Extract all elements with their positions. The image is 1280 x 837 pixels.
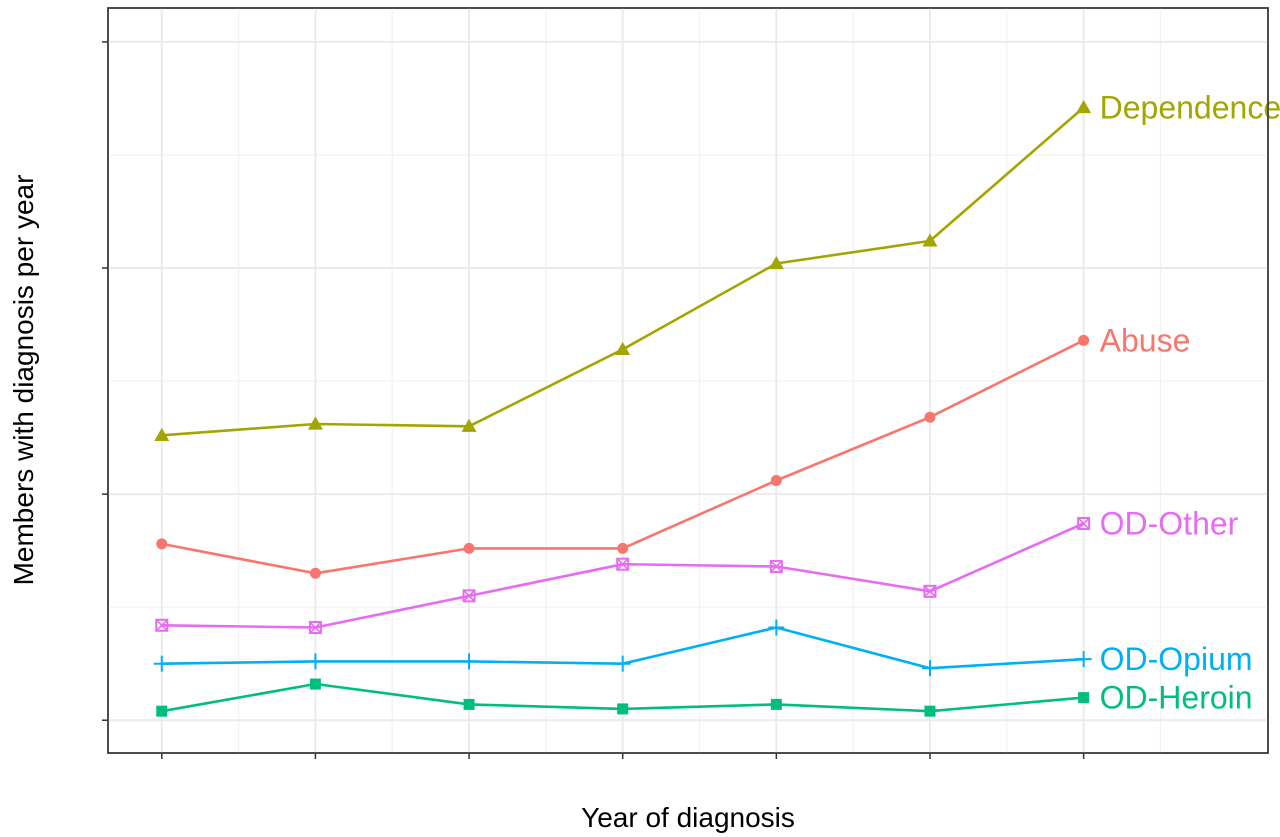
series-abuse: Abuse — [156, 322, 1191, 579]
data-point — [308, 621, 322, 635]
x-axis-ticks — [161, 753, 1085, 759]
data-point — [156, 538, 168, 550]
series-od-opium: OD-Opium — [153, 619, 1253, 677]
data-point — [309, 678, 321, 690]
series-label-od-heroin: OD-Heroin — [1100, 680, 1253, 716]
series-dependence: Dependence — [154, 89, 1280, 441]
minor-gridlines — [108, 8, 1268, 753]
data-point — [770, 698, 782, 710]
marker-diagonal — [616, 558, 629, 571]
data-point — [307, 653, 324, 670]
y-axis-title: Members with diagnosis per year — [8, 175, 39, 586]
data-point — [461, 418, 477, 432]
marker-box — [462, 589, 476, 603]
data-point — [923, 584, 937, 598]
series-label-dependence: Dependence — [1100, 89, 1280, 125]
data-point — [463, 542, 475, 554]
data-point — [462, 589, 476, 603]
data-point — [155, 618, 169, 632]
marker-diagonal — [923, 585, 937, 598]
data-point — [614, 655, 631, 672]
data-point — [307, 416, 323, 430]
series-label-od-other: OD-Other — [1100, 506, 1239, 542]
data-point — [770, 475, 782, 487]
data-point — [924, 411, 936, 423]
y-axis-ticks — [102, 41, 108, 721]
marker-diagonal — [462, 589, 476, 602]
plot-border — [107, 7, 1269, 754]
x-axis-title: Year of diagnosis — [581, 802, 795, 833]
data-point — [617, 703, 629, 715]
series-label-abuse: Abuse — [1100, 322, 1191, 358]
marker-box — [155, 618, 169, 632]
series-od-heroin: OD-Heroin — [156, 678, 1253, 717]
data-point — [1078, 334, 1090, 346]
data-point — [463, 698, 475, 710]
marker-box — [769, 559, 783, 573]
data-point — [1077, 517, 1091, 531]
series-od-other: OD-Other — [155, 506, 1239, 635]
data-point — [922, 233, 938, 247]
data-point — [153, 655, 170, 672]
data-point — [769, 559, 783, 573]
data-point — [1078, 692, 1090, 704]
data-point — [768, 619, 785, 636]
data-point — [615, 341, 631, 356]
marker-box — [923, 584, 937, 598]
data-point — [768, 255, 784, 270]
data-point — [616, 557, 630, 571]
marker-box — [308, 621, 322, 635]
marker-box — [1077, 517, 1091, 531]
data-point — [1076, 99, 1092, 114]
data-point — [154, 427, 170, 441]
data-point — [156, 705, 168, 717]
data-point — [921, 660, 938, 677]
data-point — [924, 705, 936, 717]
marker-box — [616, 557, 630, 571]
marker-diagonal — [155, 619, 168, 632]
marker-diagonal — [309, 621, 322, 634]
series-label-od-opium: OD-Opium — [1100, 641, 1253, 677]
marker-diagonal — [1077, 517, 1090, 530]
data-point — [309, 567, 321, 579]
data-point — [1075, 651, 1092, 668]
data-point — [617, 542, 629, 554]
data-point — [461, 653, 478, 670]
marker-diagonal — [770, 560, 783, 573]
